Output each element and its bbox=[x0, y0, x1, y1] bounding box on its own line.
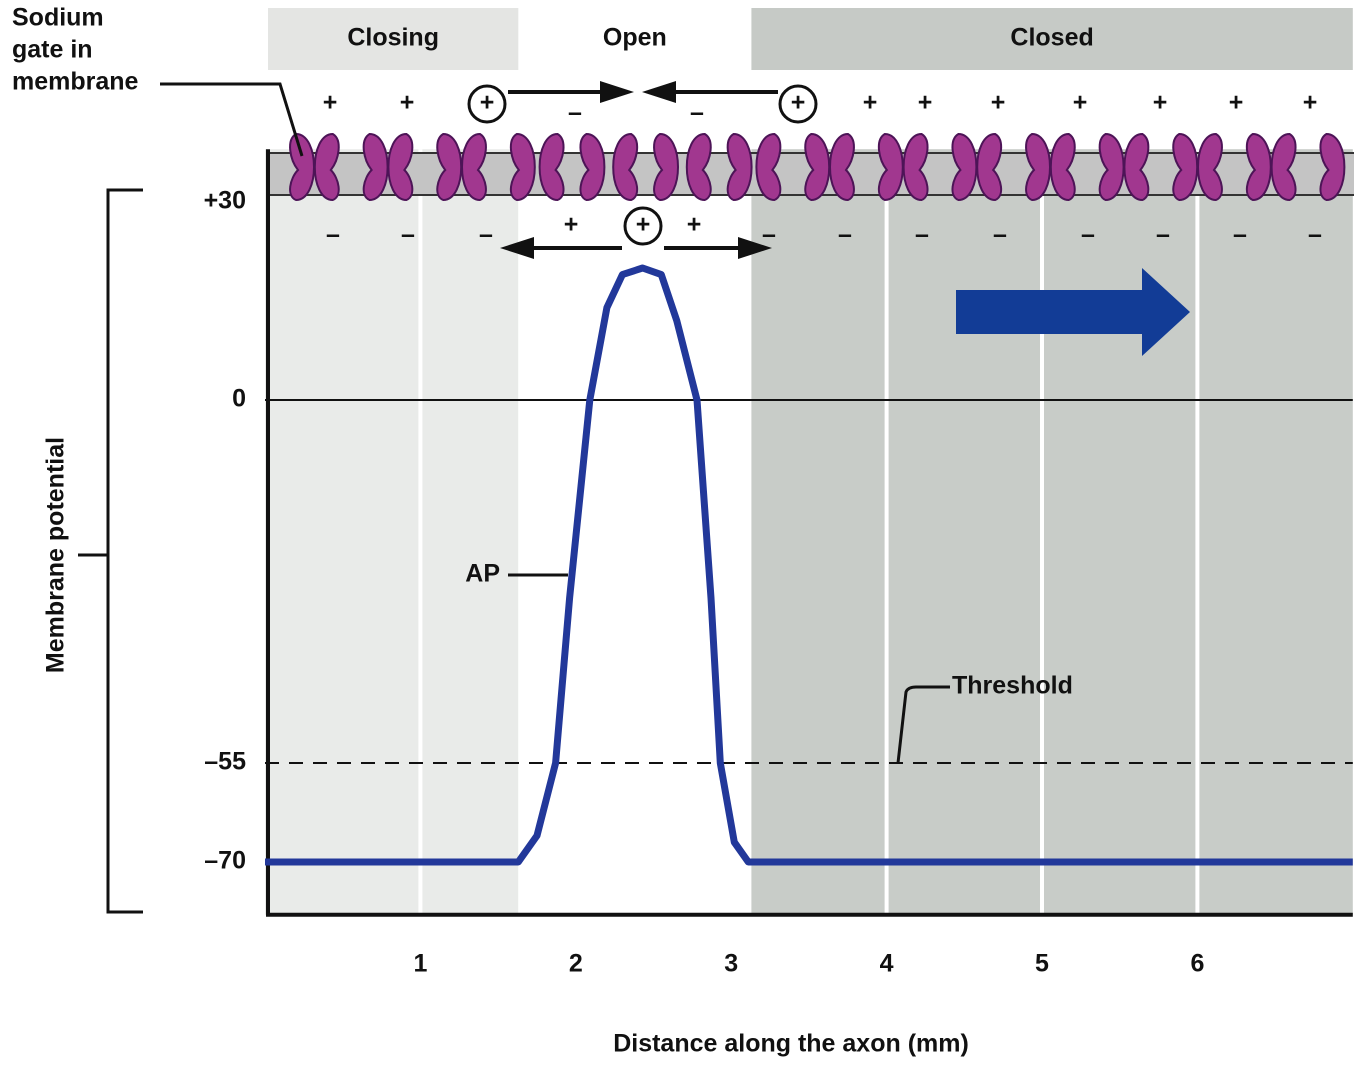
charge: + bbox=[323, 89, 338, 117]
region-label: Open bbox=[603, 24, 667, 52]
sodium-gate bbox=[461, 132, 487, 202]
ap-line bbox=[265, 264, 1353, 866]
flow-arrowhead bbox=[738, 237, 772, 259]
charge: – bbox=[838, 221, 852, 249]
sodium-gate bbox=[1319, 132, 1346, 202]
sodium-gate bbox=[902, 132, 929, 202]
sodium-gate bbox=[387, 132, 414, 202]
sodium-gate bbox=[1025, 132, 1051, 202]
sodium-gate bbox=[976, 132, 1003, 202]
charge: + bbox=[1073, 89, 1088, 117]
charge: – bbox=[690, 99, 704, 127]
sodium-gate bbox=[1245, 132, 1272, 202]
sodium-gate bbox=[685, 132, 712, 202]
gate-label: gate in bbox=[12, 36, 93, 64]
charge: + bbox=[400, 89, 415, 117]
charge-circle bbox=[778, 84, 818, 124]
sodium-gate bbox=[726, 132, 753, 202]
x-tick-label: 5 bbox=[1035, 950, 1049, 978]
sodium-gate bbox=[755, 132, 782, 202]
region-shade bbox=[265, 149, 519, 915]
y-bracket bbox=[78, 188, 143, 914]
charge: – bbox=[326, 221, 340, 249]
charge: – bbox=[993, 221, 1007, 249]
x-axis-label: Distance along the axon (mm) bbox=[613, 1030, 969, 1058]
charge: + bbox=[636, 211, 651, 239]
region-header bbox=[268, 8, 519, 70]
charge: – bbox=[568, 99, 582, 127]
y-tick-label: +30 bbox=[204, 187, 246, 215]
sodium-gate bbox=[289, 132, 315, 202]
y-tick-label: –55 bbox=[204, 748, 246, 776]
y-tick-label: –70 bbox=[204, 847, 246, 875]
charge: – bbox=[479, 221, 493, 249]
x-tick-label: 3 bbox=[724, 950, 738, 978]
sodium-gate bbox=[579, 132, 606, 202]
y-axis-label: Membrane potential bbox=[42, 437, 70, 673]
region-header bbox=[751, 8, 1353, 70]
charge: + bbox=[1229, 89, 1244, 117]
x-tick-label: 1 bbox=[413, 950, 427, 978]
threshold-leader bbox=[896, 685, 950, 764]
charge: + bbox=[687, 211, 702, 239]
charge: + bbox=[1153, 89, 1168, 117]
region-shade bbox=[751, 149, 1353, 915]
y-tick-label: 0 bbox=[232, 385, 246, 413]
sodium-gate bbox=[1123, 132, 1150, 202]
charge: + bbox=[564, 211, 579, 239]
ap-label: AP bbox=[465, 560, 500, 588]
charge: + bbox=[1303, 89, 1318, 117]
axes bbox=[266, 149, 1353, 917]
charge: – bbox=[1081, 221, 1095, 249]
sodium-gate bbox=[1049, 132, 1076, 202]
charge: – bbox=[915, 221, 929, 249]
charge: – bbox=[401, 221, 415, 249]
sodium-gate bbox=[538, 132, 565, 202]
charge: – bbox=[762, 221, 776, 249]
charge: + bbox=[480, 89, 495, 117]
gate-leader bbox=[160, 82, 304, 157]
sodium-gate bbox=[362, 132, 389, 202]
sodium-gate bbox=[877, 132, 904, 202]
sodium-gate bbox=[509, 132, 536, 202]
sodium-gate bbox=[436, 132, 463, 202]
x-tick-label: 6 bbox=[1190, 950, 1204, 978]
charge: – bbox=[1156, 221, 1170, 249]
gate-label: Sodium bbox=[12, 4, 104, 32]
charge: + bbox=[991, 89, 1006, 117]
charge-circle bbox=[623, 206, 663, 246]
gate-label: membrane bbox=[12, 68, 139, 96]
direction-arrow bbox=[956, 268, 1190, 356]
flow-arrowhead bbox=[642, 81, 676, 103]
charge: – bbox=[1233, 221, 1247, 249]
sodium-gate bbox=[1098, 132, 1125, 202]
x-tick-label: 4 bbox=[880, 950, 894, 978]
sodium-gate bbox=[951, 132, 978, 202]
region-label: Closing bbox=[347, 24, 439, 52]
threshold-label: Threshold bbox=[952, 672, 1073, 700]
sodium-gate bbox=[804, 132, 831, 202]
region-label: Closed bbox=[1010, 24, 1093, 52]
charge: + bbox=[791, 89, 806, 117]
region-shade bbox=[518, 149, 752, 915]
flow-arrowhead bbox=[500, 237, 534, 259]
sodium-gate bbox=[612, 132, 639, 202]
sodium-gate bbox=[1197, 132, 1223, 202]
sodium-gate bbox=[829, 132, 855, 202]
sodium-gate bbox=[653, 132, 679, 202]
sodium-gate bbox=[1270, 132, 1297, 202]
charge: – bbox=[1308, 221, 1322, 249]
x-tick-label: 2 bbox=[569, 950, 583, 978]
charge: + bbox=[918, 89, 933, 117]
flow-arrowhead bbox=[600, 81, 634, 103]
sodium-gate bbox=[1172, 132, 1199, 202]
charge-circle bbox=[467, 84, 507, 124]
charge: + bbox=[863, 89, 878, 117]
sodium-gate bbox=[313, 132, 340, 202]
